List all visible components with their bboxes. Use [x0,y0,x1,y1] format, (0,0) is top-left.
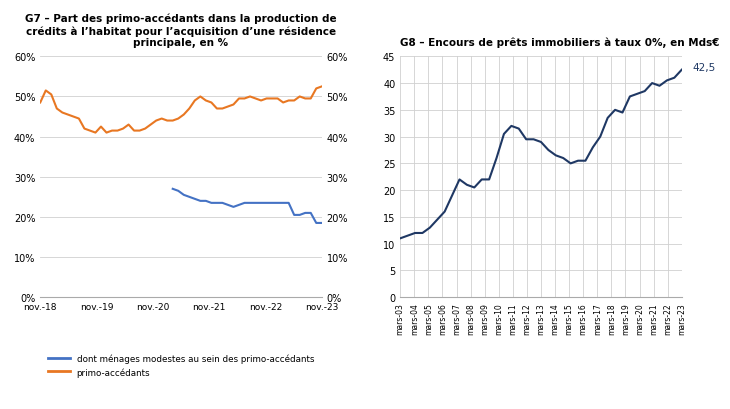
Legend: dont ménages modestes au sein des primo-accédants, primo-accédants: dont ménages modestes au sein des primo-… [45,350,318,380]
Text: 42,5: 42,5 [693,63,716,73]
Title: G7 – Part des primo-accédants dans la production de
crédits à l’habitat pour l’a: G7 – Part des primo-accédants dans la pr… [26,14,337,48]
Text: G8 – Encours de prêts immobiliers à taux 0%, en Mds€: G8 – Encours de prêts immobiliers à taux… [400,38,720,48]
